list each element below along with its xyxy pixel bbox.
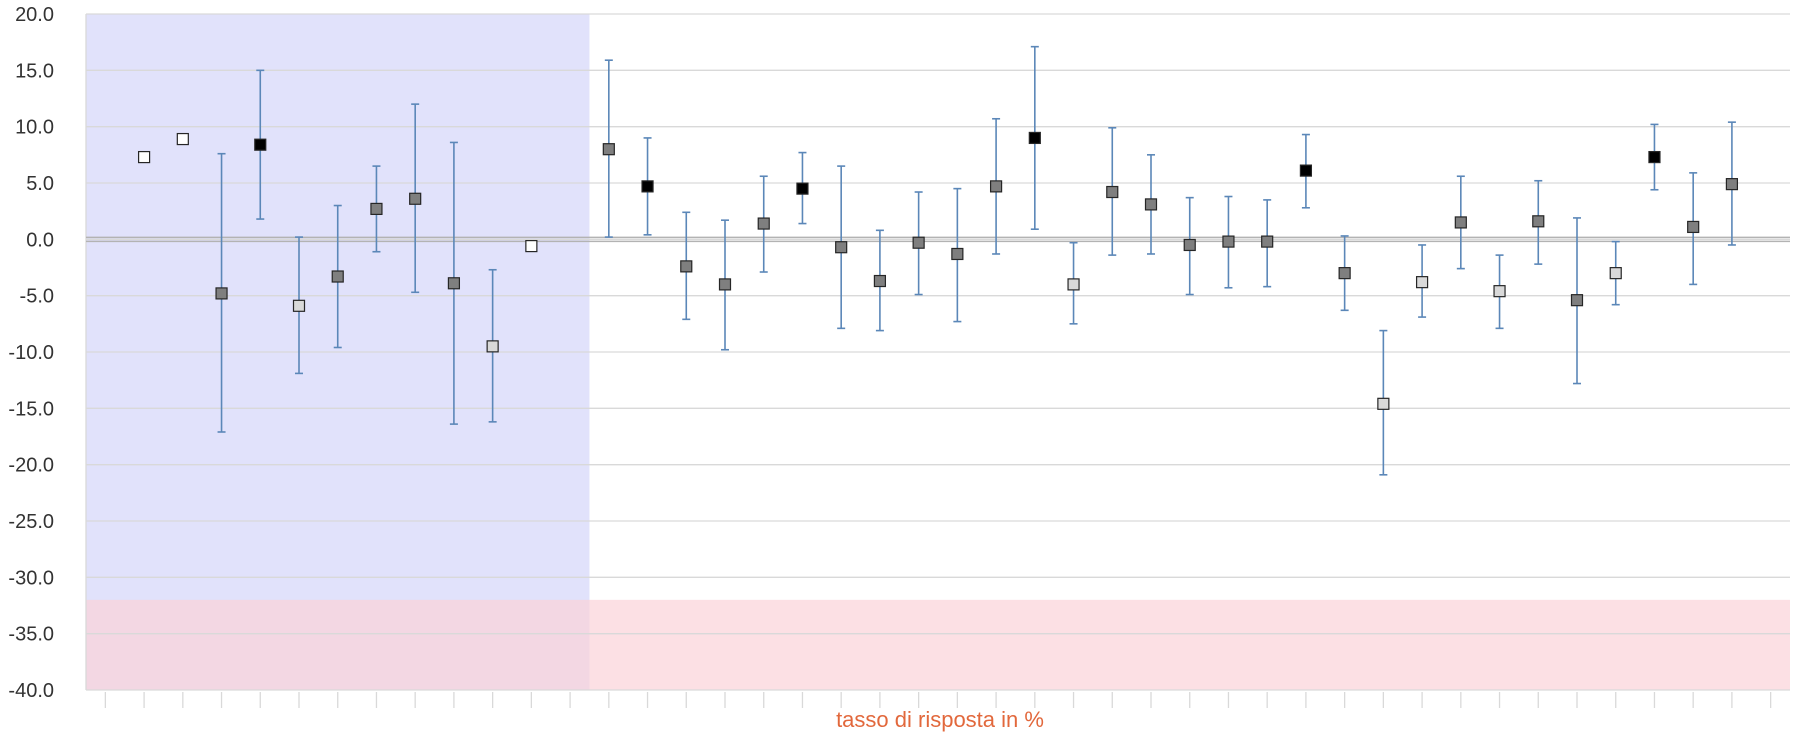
y-tick-label: 5.0	[26, 173, 54, 195]
data-point	[1687, 220, 1700, 234]
y-tick-label: -30.0	[8, 567, 54, 589]
data-point	[370, 202, 383, 216]
data-point	[1725, 178, 1739, 191]
x-axis-ticks	[104, 692, 1772, 708]
data-point	[254, 138, 267, 151]
data-point	[1067, 278, 1080, 291]
y-tick-label: 20.0	[15, 4, 54, 26]
data-point	[718, 278, 732, 291]
y-tick-label: 15.0	[15, 60, 54, 82]
data-point	[1493, 285, 1506, 298]
y-tick-label: -40.0	[8, 680, 54, 702]
data-point	[1570, 294, 1584, 307]
data-point	[1338, 267, 1351, 280]
zero-line	[86, 236, 1790, 243]
y-tick-label: -15.0	[8, 398, 54, 420]
data-point	[1028, 131, 1041, 145]
data-points	[137, 131, 1739, 410]
data-point	[1144, 198, 1158, 211]
y-tick-label: -5.0	[20, 286, 54, 308]
data-point	[447, 277, 461, 290]
data-point	[1648, 150, 1661, 164]
data-point	[602, 143, 615, 156]
data-point	[680, 260, 693, 273]
data-point	[137, 150, 151, 164]
background-band	[86, 599, 1790, 690]
data-point	[1415, 276, 1429, 289]
data-point	[641, 180, 654, 193]
y-tick-label: 0.0	[26, 229, 54, 251]
data-point	[331, 270, 344, 283]
x-axis-label: tasso di risposta in %	[836, 707, 1044, 732]
data-point	[951, 247, 964, 261]
data-point	[409, 192, 422, 205]
data-point	[176, 132, 189, 146]
y-tick-label: -25.0	[8, 511, 54, 533]
data-point	[292, 299, 306, 312]
data-point	[1106, 185, 1119, 199]
data-point	[215, 287, 228, 300]
data-point	[1261, 235, 1274, 248]
y-tick-label: -10.0	[8, 342, 54, 364]
y-tick-label: 10.0	[15, 117, 54, 139]
y-tick-label: -20.0	[8, 455, 54, 477]
data-point	[1454, 216, 1467, 229]
data-point	[1299, 164, 1313, 177]
data-point	[796, 182, 809, 195]
data-point	[1222, 235, 1235, 248]
data-point	[757, 217, 770, 230]
data-point	[912, 236, 925, 249]
data-point	[1532, 215, 1545, 228]
y-axis-tick-labels: 20.0 15.0 10.0 5.0 0.0 -5.0 -10.0 -15.0 -20.0 -25…	[8, 4, 54, 702]
data-point	[525, 239, 538, 253]
data-point	[1377, 397, 1390, 410]
data-point	[873, 274, 887, 288]
gridlines	[85, 13, 1790, 691]
data-point	[486, 340, 499, 353]
data-point	[835, 241, 848, 254]
data-point	[989, 180, 1003, 193]
data-point	[1609, 267, 1622, 280]
data-point	[1183, 238, 1196, 252]
y-tick-label: -35.0	[8, 624, 54, 646]
